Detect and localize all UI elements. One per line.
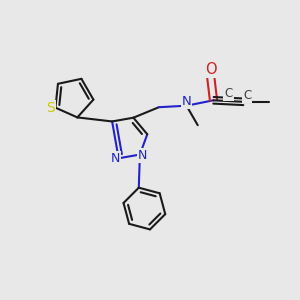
Text: C: C: [224, 87, 232, 100]
Text: O: O: [205, 62, 216, 77]
Text: N: N: [138, 148, 147, 162]
Text: C: C: [243, 89, 251, 102]
Text: S: S: [46, 101, 54, 115]
Text: N: N: [110, 152, 120, 165]
Text: N: N: [182, 95, 191, 108]
